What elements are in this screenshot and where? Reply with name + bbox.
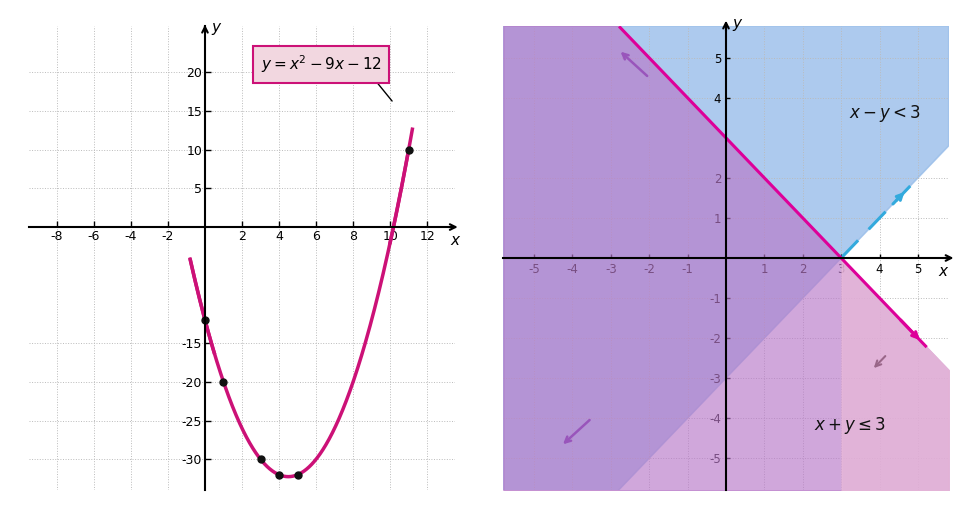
Text: x: x xyxy=(938,264,948,279)
Text: $\mathit{x} - \mathit{y} < 3$: $\mathit{x} - \mathit{y} < 3$ xyxy=(849,103,921,124)
Text: $\mathit{x} + \mathit{y} \leq 3$: $\mathit{x} + \mathit{y} \leq 3$ xyxy=(814,415,887,436)
Text: y: y xyxy=(732,16,741,31)
Text: $y = x^2 - 9x - 12$: $y = x^2 - 9x - 12$ xyxy=(260,54,381,75)
Text: y: y xyxy=(212,20,221,35)
Text: x: x xyxy=(450,233,460,249)
